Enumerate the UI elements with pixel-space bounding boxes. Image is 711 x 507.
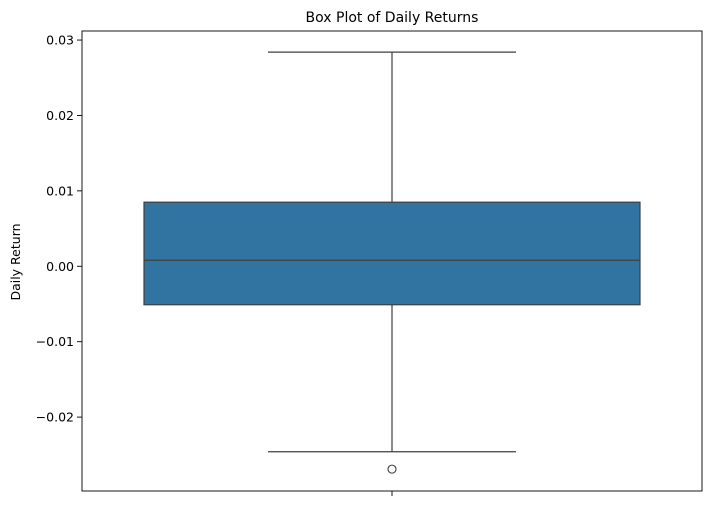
y-tick-label: 0.02 bbox=[46, 108, 74, 123]
iqr-box bbox=[143, 201, 641, 306]
y-tick-label: −0.01 bbox=[36, 334, 74, 349]
plot-area bbox=[143, 51, 641, 474]
y-axis-ticks: 0.03 0.02 0.01 0.00 −0.01 −0.02 bbox=[36, 33, 393, 496]
y-tick-label: 0.03 bbox=[46, 33, 74, 48]
y-tick-label: −0.02 bbox=[36, 410, 74, 425]
y-axis-label: Daily Return bbox=[8, 223, 23, 300]
plot-frame bbox=[81, 30, 703, 492]
chart-title: Box Plot of Daily Returns bbox=[306, 10, 479, 26]
outlier-point bbox=[387, 464, 397, 474]
y-tick-label: 0.01 bbox=[46, 183, 74, 198]
y-tick-label: 0.00 bbox=[46, 259, 74, 274]
